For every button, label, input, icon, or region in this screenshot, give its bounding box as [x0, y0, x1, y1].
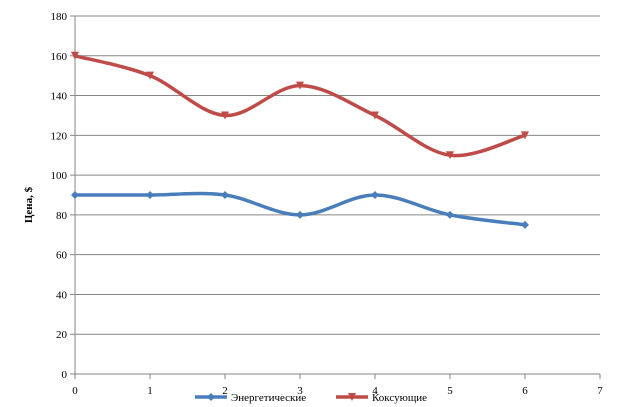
series-lines — [71, 51, 529, 229]
y-tick-label: 20 — [56, 329, 68, 341]
data-point-series-2 — [71, 51, 79, 60]
x-tick-label: 0 — [72, 385, 78, 397]
x-tick-label: 2 — [222, 385, 228, 397]
y-tick-label: 120 — [51, 130, 68, 142]
legend-label: Коксующие — [372, 392, 427, 404]
x-tick-label: 4 — [372, 385, 378, 397]
data-point-series-1 — [146, 191, 154, 199]
x-tick-label: 1 — [147, 385, 153, 397]
legend-marker — [207, 393, 215, 401]
y-tick-label: 0 — [62, 369, 68, 381]
x-tick-label: 3 — [297, 385, 303, 397]
series-line-2 — [73, 54, 527, 158]
y-tick-label: 60 — [56, 250, 68, 262]
legend-label: Энергетические — [231, 392, 306, 404]
data-point-series-1 — [296, 210, 304, 219]
y-tick-label: 80 — [56, 210, 68, 222]
data-point-series-1 — [446, 210, 454, 219]
legend-item: Энергетические — [195, 392, 306, 404]
series-line-1 — [73, 191, 527, 227]
y-axis-title: Цена, $ — [23, 186, 35, 223]
data-point-series-2 — [296, 81, 304, 90]
y-tick-label: 100 — [51, 170, 68, 182]
data-point-series-1 — [71, 191, 79, 199]
legend-item: Коксующие — [336, 392, 427, 404]
tick-labels: 0 20 40 60 80 100 120 140 160 180 0 1 2 3 4 5 6 7 — [51, 11, 604, 397]
y-tick-label: 40 — [56, 289, 68, 301]
y-tick-label: 140 — [51, 91, 68, 103]
data-point-series-1 — [521, 220, 529, 229]
data-point-series-2 — [146, 71, 154, 80]
data-point-series-2 — [521, 131, 529, 140]
legend: Энергетические Коксующие — [195, 392, 427, 404]
gridlines — [75, 15, 600, 335]
data-point-series-1 — [371, 191, 379, 199]
data-point-series-2 — [371, 111, 379, 120]
data-point-series-1 — [221, 191, 229, 199]
x-tick-label: 7 — [597, 385, 603, 397]
y-tick-label: 180 — [51, 11, 68, 23]
legend-marker — [348, 393, 356, 401]
x-tick-label: 5 — [447, 385, 453, 397]
y-tick-label: 160 — [51, 51, 68, 63]
x-tick-label: 6 — [522, 385, 528, 397]
data-point-series-2 — [221, 111, 229, 120]
data-point-series-2 — [446, 151, 454, 160]
